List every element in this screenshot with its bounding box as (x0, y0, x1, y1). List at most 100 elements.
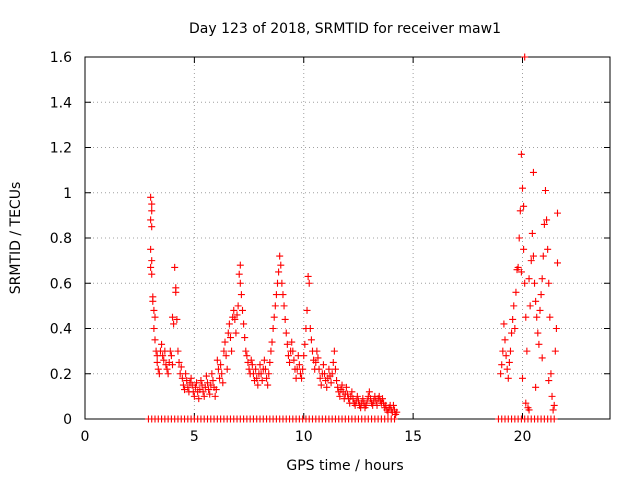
data-point (195, 395, 203, 403)
data-point (517, 268, 525, 276)
data-point (295, 361, 303, 369)
data-point (278, 279, 286, 287)
data-point (174, 347, 182, 355)
data-point (306, 325, 314, 332)
data-point (544, 245, 552, 253)
y-tick-label: 0.8 (50, 231, 72, 247)
data-point (150, 325, 158, 332)
data-point (284, 352, 292, 360)
data-point (330, 347, 338, 355)
data-point (365, 388, 373, 396)
data-point (257, 370, 265, 378)
data-point (247, 356, 255, 364)
data-point (298, 374, 306, 382)
data-point (543, 216, 551, 224)
data-point (164, 370, 172, 378)
data-point (333, 377, 341, 385)
data-point (520, 202, 528, 210)
data-point (283, 340, 291, 348)
data-point (147, 263, 155, 271)
data-point (277, 261, 285, 269)
data-point (525, 275, 533, 283)
data-point (217, 361, 225, 369)
data-point (225, 320, 233, 328)
x-tick-label: 5 (190, 429, 199, 445)
data-point (546, 313, 554, 321)
data-point (516, 207, 524, 215)
x-tick-label: 10 (295, 429, 313, 445)
data-point (148, 200, 156, 208)
data-point (220, 347, 228, 355)
data-point (178, 374, 186, 382)
data-point (147, 245, 155, 253)
data-point (532, 383, 540, 391)
data-point (549, 406, 557, 414)
data-point (554, 259, 561, 267)
data-point (303, 306, 311, 314)
data-point (268, 338, 276, 346)
data-point (222, 352, 230, 360)
data-point (160, 356, 168, 364)
data-point (296, 370, 304, 378)
data-point (239, 306, 246, 314)
data-point (265, 370, 273, 378)
data-point (276, 252, 284, 260)
y-axis-label: SRMTID / TECUs (8, 182, 24, 295)
data-point (271, 302, 279, 310)
data-point (535, 340, 543, 348)
data-point (512, 288, 520, 296)
data-point (170, 320, 178, 328)
data-point (520, 245, 528, 253)
data-point (315, 365, 323, 373)
data-point (159, 352, 167, 360)
data-point (336, 392, 344, 400)
data-point (527, 257, 535, 265)
data-point (241, 334, 249, 342)
data-point (275, 268, 283, 276)
data-point (514, 263, 522, 271)
data-point (328, 370, 336, 378)
data-point (519, 184, 526, 192)
data-point (242, 347, 250, 355)
data-point (150, 306, 158, 314)
data-point (182, 370, 190, 378)
data-point (209, 377, 217, 385)
data-point (331, 365, 339, 373)
data-point (497, 370, 505, 378)
data-point (260, 356, 268, 364)
data-point (510, 302, 518, 310)
data-point (172, 288, 180, 296)
data-point (187, 374, 195, 382)
data-point (245, 365, 253, 373)
data-point (208, 370, 216, 378)
tick-labels: 0 5 10 15 20 0 0.2 0.4 0.6 0.8 1 1.2 1.4 1.6 (50, 50, 532, 445)
data-point (300, 352, 308, 360)
data-point (509, 315, 517, 323)
data-point (529, 168, 537, 176)
data-point (151, 313, 159, 321)
data-point (290, 356, 298, 364)
data-point (348, 388, 356, 396)
data-point (525, 406, 533, 414)
data-point (314, 354, 322, 362)
data-point (299, 365, 307, 373)
data-points (144, 53, 561, 423)
data-point (214, 365, 222, 373)
data-point (147, 193, 155, 201)
data-point (211, 392, 219, 400)
data-point (148, 270, 156, 278)
data-point (538, 275, 546, 283)
data-point (228, 347, 236, 355)
data-point (500, 320, 508, 328)
data-point (148, 257, 156, 265)
data-point (193, 379, 201, 387)
data-point (252, 365, 260, 373)
y-tick-label: 0.2 (50, 367, 72, 383)
data-point (531, 279, 539, 287)
data-point (179, 381, 187, 389)
data-point (155, 370, 163, 378)
data-point (362, 401, 370, 409)
y-tick-label: 0.4 (50, 322, 72, 338)
data-point (219, 379, 227, 387)
data-point (316, 374, 324, 382)
